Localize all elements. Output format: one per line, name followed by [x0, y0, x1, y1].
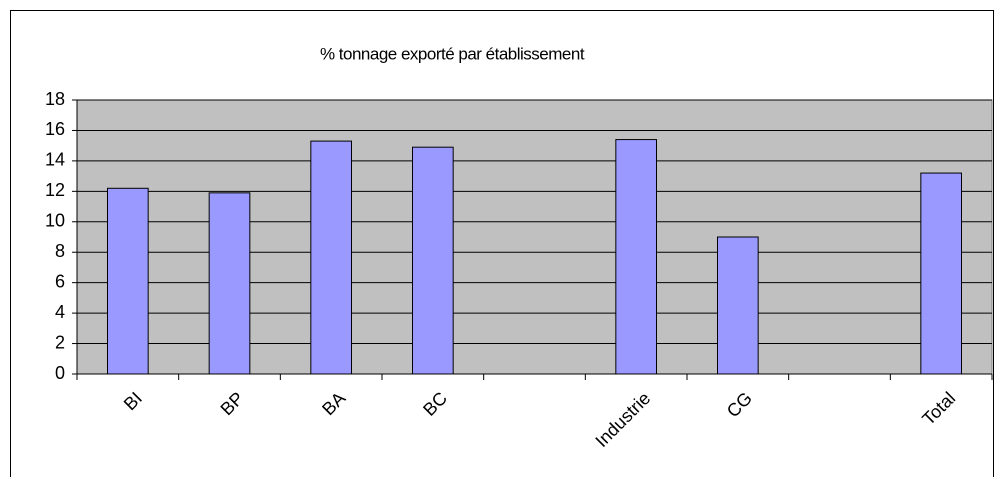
bar [107, 187, 149, 375]
y-tick-label: 16 [45, 119, 65, 139]
y-tick-label: 18 [45, 89, 65, 109]
y-tick-label: 6 [55, 271, 65, 291]
bar [310, 140, 353, 375]
bar [920, 172, 962, 375]
y-tick-label: 14 [45, 150, 65, 170]
y-tick-label: 8 [55, 241, 65, 261]
y-tick-label: 4 [55, 302, 65, 322]
y-tick-label: 10 [45, 211, 65, 231]
bar [615, 139, 657, 375]
bar [208, 192, 251, 375]
y-tick-label: 12 [45, 180, 65, 200]
y-tick-label: 2 [55, 332, 65, 352]
bar [412, 146, 454, 375]
chart-title: % tonnage exporté par établissement [320, 44, 585, 63]
y-tick-label: 0 [55, 363, 65, 383]
bar [717, 236, 759, 375]
